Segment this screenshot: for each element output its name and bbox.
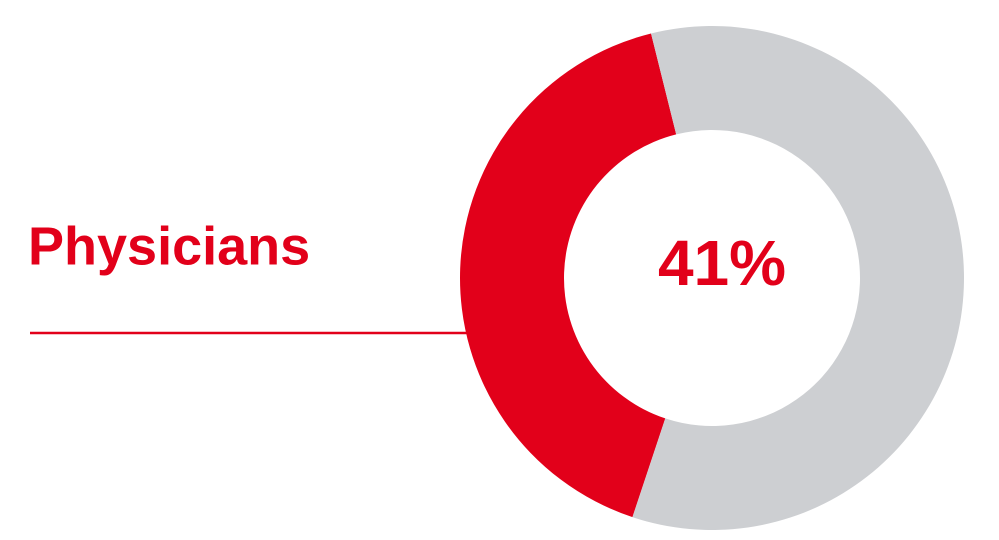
value-label: 41%	[658, 227, 786, 299]
donut-segment	[632, 26, 964, 530]
donut-segment	[459, 33, 677, 518]
category-label: Physicians	[28, 216, 310, 276]
